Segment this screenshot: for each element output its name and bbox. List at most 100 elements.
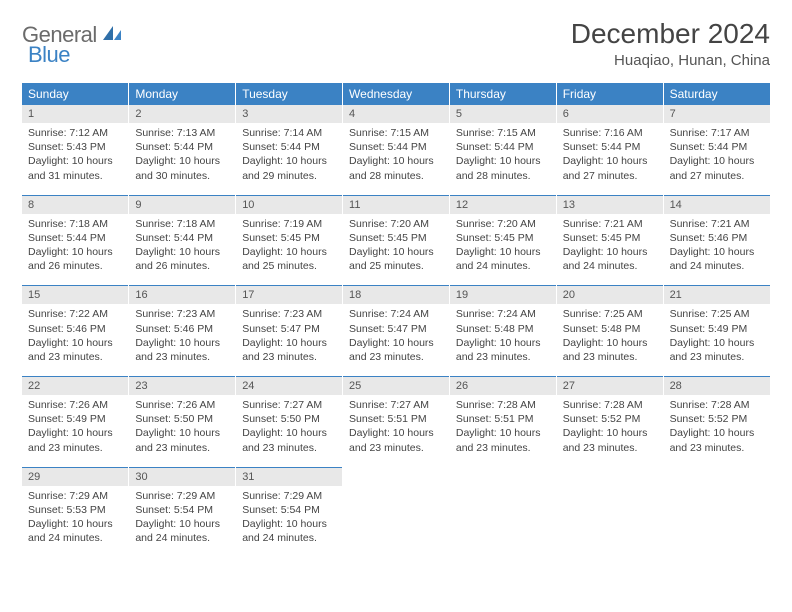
brand-name-2-wrap: Blue: [28, 42, 70, 68]
calendar-cell: 5Sunrise: 7:15 AMSunset: 5:44 PMDaylight…: [449, 105, 556, 192]
day-number: 26: [450, 376, 556, 395]
day-number: 14: [664, 195, 770, 214]
day-content: Sunrise: 7:23 AMSunset: 5:46 PMDaylight:…: [129, 304, 235, 370]
weekday-header: Thursday: [449, 83, 556, 105]
day-content: Sunrise: 7:25 AMSunset: 5:49 PMDaylight:…: [664, 304, 770, 370]
calendar-cell: 19Sunrise: 7:24 AMSunset: 5:48 PMDayligh…: [449, 282, 556, 373]
calendar-row: 8Sunrise: 7:18 AMSunset: 5:44 PMDaylight…: [22, 192, 770, 283]
calendar-header-row: SundayMondayTuesdayWednesdayThursdayFrid…: [22, 83, 770, 105]
calendar-cell: 0: [663, 464, 770, 555]
day-content: Sunrise: 7:15 AMSunset: 5:44 PMDaylight:…: [343, 123, 449, 189]
calendar-cell: 2Sunrise: 7:13 AMSunset: 5:44 PMDaylight…: [129, 105, 236, 192]
calendar-cell: 20Sunrise: 7:25 AMSunset: 5:48 PMDayligh…: [556, 282, 663, 373]
day-content: Sunrise: 7:29 AMSunset: 5:54 PMDaylight:…: [129, 486, 235, 552]
day-number: 8: [22, 195, 128, 214]
day-number: 29: [22, 467, 128, 486]
calendar-cell: 9Sunrise: 7:18 AMSunset: 5:44 PMDaylight…: [129, 192, 236, 283]
day-number: 2: [129, 105, 235, 123]
page-title: December 2024: [571, 18, 770, 50]
day-number: 31: [236, 467, 342, 486]
day-content: Sunrise: 7:22 AMSunset: 5:46 PMDaylight:…: [22, 304, 128, 370]
calendar-cell: 12Sunrise: 7:20 AMSunset: 5:45 PMDayligh…: [449, 192, 556, 283]
calendar-cell: 28Sunrise: 7:28 AMSunset: 5:52 PMDayligh…: [663, 373, 770, 464]
day-number: 13: [557, 195, 663, 214]
weekday-header: Saturday: [663, 83, 770, 105]
calendar-cell: 29Sunrise: 7:29 AMSunset: 5:53 PMDayligh…: [22, 464, 129, 555]
day-content: Sunrise: 7:24 AMSunset: 5:47 PMDaylight:…: [343, 304, 449, 370]
day-content: Sunrise: 7:18 AMSunset: 5:44 PMDaylight:…: [129, 214, 235, 280]
day-number: 28: [664, 376, 770, 395]
weekday-header: Sunday: [22, 83, 129, 105]
day-number: 1: [22, 105, 128, 123]
calendar-cell: 24Sunrise: 7:27 AMSunset: 5:50 PMDayligh…: [236, 373, 343, 464]
calendar-cell: 22Sunrise: 7:26 AMSunset: 5:49 PMDayligh…: [22, 373, 129, 464]
day-content: Sunrise: 7:26 AMSunset: 5:50 PMDaylight:…: [129, 395, 235, 461]
calendar-cell: 11Sunrise: 7:20 AMSunset: 5:45 PMDayligh…: [343, 192, 450, 283]
brand-sail-icon: [101, 24, 123, 47]
day-number: 7: [664, 105, 770, 123]
day-content: Sunrise: 7:16 AMSunset: 5:44 PMDaylight:…: [557, 123, 663, 189]
day-number: 22: [22, 376, 128, 395]
calendar-body: 1Sunrise: 7:12 AMSunset: 5:43 PMDaylight…: [22, 105, 770, 554]
calendar-cell: 26Sunrise: 7:28 AMSunset: 5:51 PMDayligh…: [449, 373, 556, 464]
calendar-cell: 31Sunrise: 7:29 AMSunset: 5:54 PMDayligh…: [236, 464, 343, 555]
day-content: Sunrise: 7:27 AMSunset: 5:51 PMDaylight:…: [343, 395, 449, 461]
calendar-cell: 14Sunrise: 7:21 AMSunset: 5:46 PMDayligh…: [663, 192, 770, 283]
day-number: 9: [129, 195, 235, 214]
day-content: Sunrise: 7:28 AMSunset: 5:52 PMDaylight:…: [557, 395, 663, 461]
calendar-cell: 15Sunrise: 7:22 AMSunset: 5:46 PMDayligh…: [22, 282, 129, 373]
calendar-row: 22Sunrise: 7:26 AMSunset: 5:49 PMDayligh…: [22, 373, 770, 464]
day-content: Sunrise: 7:28 AMSunset: 5:52 PMDaylight:…: [664, 395, 770, 461]
day-number: 19: [450, 285, 556, 304]
day-content: Sunrise: 7:17 AMSunset: 5:44 PMDaylight:…: [664, 123, 770, 189]
calendar-cell: 7Sunrise: 7:17 AMSunset: 5:44 PMDaylight…: [663, 105, 770, 192]
weekday-header: Tuesday: [236, 83, 343, 105]
day-number: 5: [450, 105, 556, 123]
day-number: 23: [129, 376, 235, 395]
day-content: Sunrise: 7:25 AMSunset: 5:48 PMDaylight:…: [557, 304, 663, 370]
day-number: 11: [343, 195, 449, 214]
day-content: Sunrise: 7:24 AMSunset: 5:48 PMDaylight:…: [450, 304, 556, 370]
day-content: Sunrise: 7:28 AMSunset: 5:51 PMDaylight:…: [450, 395, 556, 461]
calendar-row: 29Sunrise: 7:29 AMSunset: 5:53 PMDayligh…: [22, 464, 770, 555]
day-content: Sunrise: 7:13 AMSunset: 5:44 PMDaylight:…: [129, 123, 235, 189]
calendar-cell: 8Sunrise: 7:18 AMSunset: 5:44 PMDaylight…: [22, 192, 129, 283]
day-content: Sunrise: 7:29 AMSunset: 5:53 PMDaylight:…: [22, 486, 128, 552]
day-number: 30: [129, 467, 235, 486]
weekday-header: Friday: [556, 83, 663, 105]
day-number: 18: [343, 285, 449, 304]
calendar-cell: 10Sunrise: 7:19 AMSunset: 5:45 PMDayligh…: [236, 192, 343, 283]
calendar-cell: 18Sunrise: 7:24 AMSunset: 5:47 PMDayligh…: [343, 282, 450, 373]
title-block: December 2024 Huaqiao, Hunan, China: [571, 18, 770, 69]
brand-name-2: Blue: [28, 42, 70, 67]
day-number: 4: [343, 105, 449, 123]
calendar-cell: 13Sunrise: 7:21 AMSunset: 5:45 PMDayligh…: [556, 192, 663, 283]
calendar-cell: 30Sunrise: 7:29 AMSunset: 5:54 PMDayligh…: [129, 464, 236, 555]
day-number: 12: [450, 195, 556, 214]
location-subtitle: Huaqiao, Hunan, China: [571, 52, 770, 69]
day-content: Sunrise: 7:18 AMSunset: 5:44 PMDaylight:…: [22, 214, 128, 280]
day-number: 16: [129, 285, 235, 304]
day-number: 25: [343, 376, 449, 395]
day-content: Sunrise: 7:20 AMSunset: 5:45 PMDaylight:…: [450, 214, 556, 280]
day-content: Sunrise: 7:26 AMSunset: 5:49 PMDaylight:…: [22, 395, 128, 461]
day-content: Sunrise: 7:21 AMSunset: 5:45 PMDaylight:…: [557, 214, 663, 280]
day-content: Sunrise: 7:21 AMSunset: 5:46 PMDaylight:…: [664, 214, 770, 280]
calendar-cell: 1Sunrise: 7:12 AMSunset: 5:43 PMDaylight…: [22, 105, 129, 192]
day-content: Sunrise: 7:19 AMSunset: 5:45 PMDaylight:…: [236, 214, 342, 280]
header: General December 2024 Huaqiao, Hunan, Ch…: [22, 18, 770, 69]
calendar-cell: 3Sunrise: 7:14 AMSunset: 5:44 PMDaylight…: [236, 105, 343, 192]
weekday-header: Monday: [129, 83, 236, 105]
calendar-cell: 16Sunrise: 7:23 AMSunset: 5:46 PMDayligh…: [129, 282, 236, 373]
day-content: Sunrise: 7:27 AMSunset: 5:50 PMDaylight:…: [236, 395, 342, 461]
day-number: 17: [236, 285, 342, 304]
calendar-cell: 0: [556, 464, 663, 555]
calendar-cell: 21Sunrise: 7:25 AMSunset: 5:49 PMDayligh…: [663, 282, 770, 373]
calendar-cell: 25Sunrise: 7:27 AMSunset: 5:51 PMDayligh…: [343, 373, 450, 464]
day-number: 27: [557, 376, 663, 395]
day-content: Sunrise: 7:20 AMSunset: 5:45 PMDaylight:…: [343, 214, 449, 280]
day-content: Sunrise: 7:23 AMSunset: 5:47 PMDaylight:…: [236, 304, 342, 370]
day-number: 24: [236, 376, 342, 395]
calendar-cell: 27Sunrise: 7:28 AMSunset: 5:52 PMDayligh…: [556, 373, 663, 464]
calendar-row: 15Sunrise: 7:22 AMSunset: 5:46 PMDayligh…: [22, 282, 770, 373]
